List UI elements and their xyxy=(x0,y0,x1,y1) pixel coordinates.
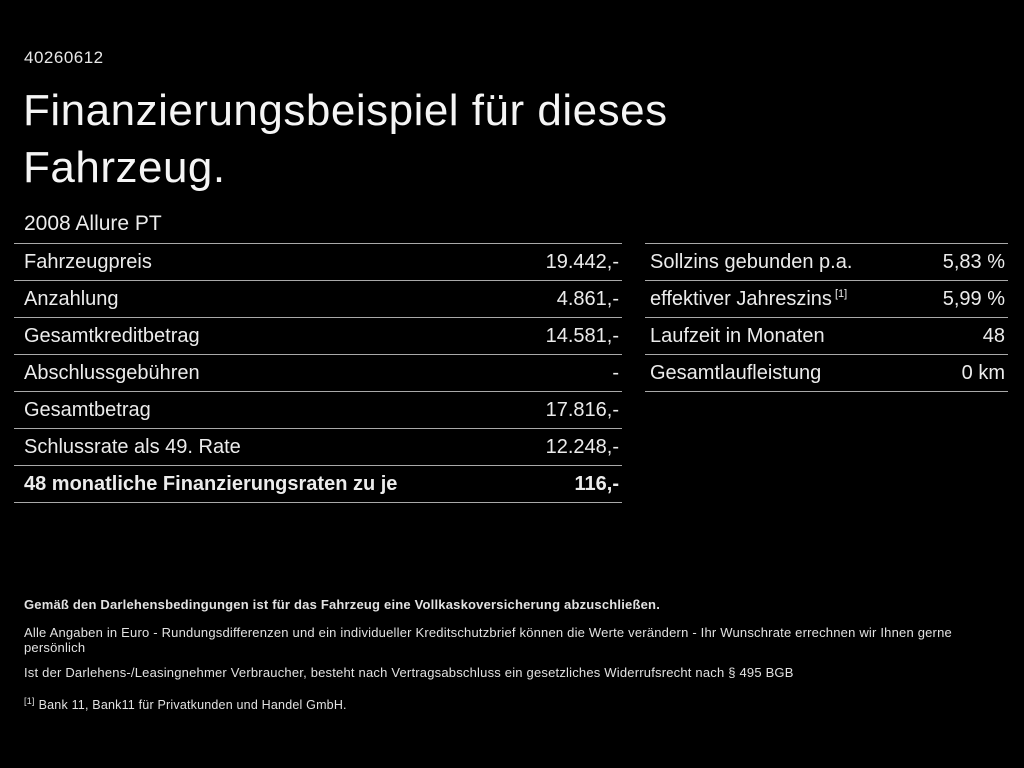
row-value: 5,99 % xyxy=(942,287,1005,310)
footnote-marker: [1] xyxy=(24,696,35,706)
row-value: 48 xyxy=(982,324,1005,347)
table-row-term-months: Laufzeit in Monaten 48 xyxy=(645,318,1008,355)
bank-footnote: [1] Bank 11, Bank11 für Privatkunden und … xyxy=(24,694,1000,713)
disclaimer-line-2: Ist der Darlehens-/Leasingnehmer Verbrau… xyxy=(24,665,794,680)
row-value: 116,- xyxy=(574,472,619,495)
row-value: - xyxy=(612,361,619,384)
row-value: 12.248,- xyxy=(545,435,619,458)
disclaimer-line-1: Alle Angaben in Euro - Rundungsdifferenz… xyxy=(24,625,952,655)
page-title-line1: Finanzierungsbeispiel für dieses xyxy=(23,86,668,135)
table-row-total-credit: Gesamtkreditbetrag 14.581,- xyxy=(14,318,622,355)
row-label-text: effektiver Jahreszins xyxy=(650,287,832,310)
page-title: Finanzierungsbeispiel für dieses Fahrzeug… xyxy=(23,82,668,196)
table-row-final-installment: Schlussrate als 49. Rate 12.248,- xyxy=(14,429,622,466)
footnote-text: Bank 11, Bank11 für Privatkunden und Han… xyxy=(38,698,347,713)
row-label: Anzahlung xyxy=(24,287,119,310)
row-value: 4.861,- xyxy=(556,287,619,310)
row-label: 48 monatliche Finanzierungsraten zu je xyxy=(24,472,398,495)
row-label: Gesamtlaufleistung xyxy=(650,361,822,384)
row-label: Abschlussgebühren xyxy=(24,361,200,384)
row-label: Laufzeit in Monaten xyxy=(650,324,825,347)
row-label: Schlussrate als 49. Rate xyxy=(24,435,241,458)
table-row-closing-fees: Abschlussgebühren - xyxy=(14,355,622,392)
row-value: 19.442,- xyxy=(545,250,619,273)
row-value: 17.816,- xyxy=(545,398,619,421)
table-row-down-payment: Anzahlung 4.861,- xyxy=(14,281,622,318)
insurance-requirement-note: Gemäß den Darlehensbedingungen ist für d… xyxy=(24,597,661,612)
table-row-nominal-interest: Sollzins gebunden p.a. 5,83 % xyxy=(645,244,1008,281)
vehicle-model-label: 2008 Allure PT xyxy=(24,212,162,235)
table-row-effective-interest: effektiver Jahreszins [1] 5,99 % xyxy=(645,281,1008,318)
page-title-line2: Fahrzeug. xyxy=(23,143,226,192)
row-label: Gesamtbetrag xyxy=(24,398,151,421)
row-value: 14.581,- xyxy=(545,324,619,347)
row-value: 0 km xyxy=(961,361,1005,384)
document-id: 40260612 xyxy=(24,48,104,67)
legal-notes: Gemäß den Darlehensbedingungen ist für d… xyxy=(24,597,1000,723)
row-label: Sollzins gebunden p.a. xyxy=(650,250,853,273)
row-label: Fahrzeugpreis xyxy=(24,250,152,273)
row-value: 5,83 % xyxy=(942,250,1005,273)
table-row-total-mileage: Gesamtlaufleistung 0 km xyxy=(645,355,1008,392)
table-row-monthly-rate: 48 monatliche Finanzierungsraten zu je 1… xyxy=(14,466,622,503)
row-label: Gesamtkreditbetrag xyxy=(24,324,200,347)
row-label: effektiver Jahreszins [1] xyxy=(650,288,847,311)
financing-details-table: Fahrzeugpreis 19.442,- Anzahlung 4.861,-… xyxy=(14,243,622,503)
interest-details-table: Sollzins gebunden p.a. 5,83 % effektiver… xyxy=(645,243,1008,392)
footnote-reference-marker: [1] xyxy=(834,287,848,300)
table-row-vehicle-price: Fahrzeugpreis 19.442,- xyxy=(14,244,622,281)
table-row-total-amount: Gesamtbetrag 17.816,- xyxy=(14,392,622,429)
